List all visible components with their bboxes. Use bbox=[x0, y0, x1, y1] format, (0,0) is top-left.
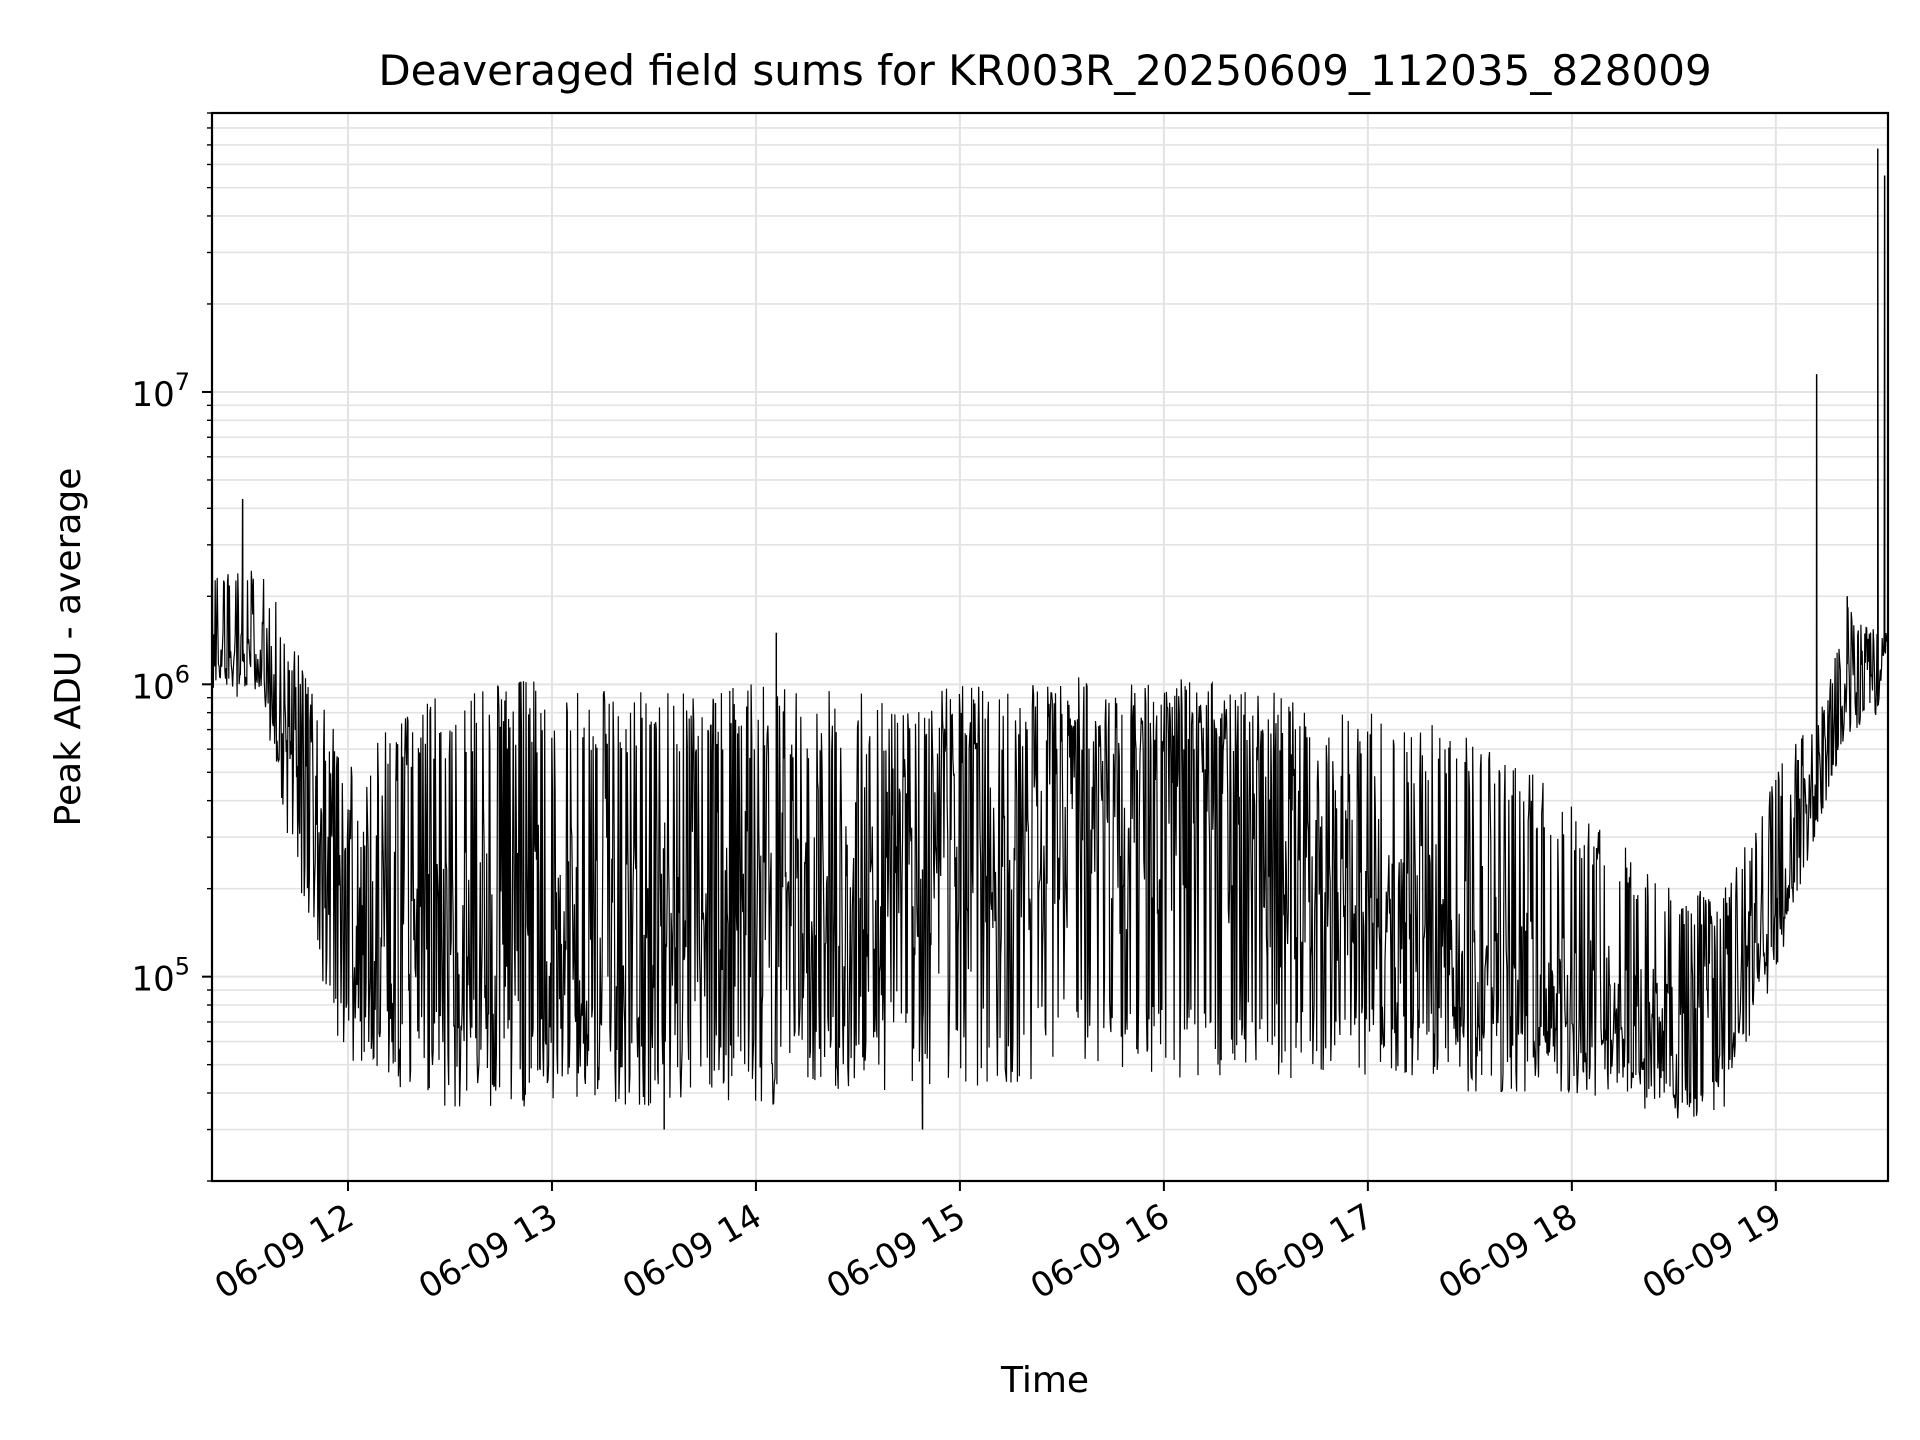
series-line bbox=[211, 148, 1889, 1130]
y-tick-base: 10 bbox=[131, 667, 174, 707]
x-axis-label: Time bbox=[1000, 1360, 1089, 1401]
y-tick-exponent: 7 bbox=[175, 368, 190, 396]
chart-title: Deaveraged field sums for KR003R_2025060… bbox=[378, 46, 1711, 95]
y-tick-base: 10 bbox=[131, 375, 174, 415]
y-tick-label: 105 bbox=[131, 953, 190, 1000]
y-tick-exponent: 5 bbox=[175, 953, 190, 981]
y-axis-label: Peak ADU - average bbox=[48, 468, 89, 827]
plot-frame bbox=[210, 111, 1890, 1183]
y-tick-label: 107 bbox=[131, 368, 190, 415]
y-tick-label: 106 bbox=[131, 660, 190, 707]
y-tick-exponent: 6 bbox=[175, 660, 190, 688]
y-tick-base: 10 bbox=[131, 960, 174, 1000]
